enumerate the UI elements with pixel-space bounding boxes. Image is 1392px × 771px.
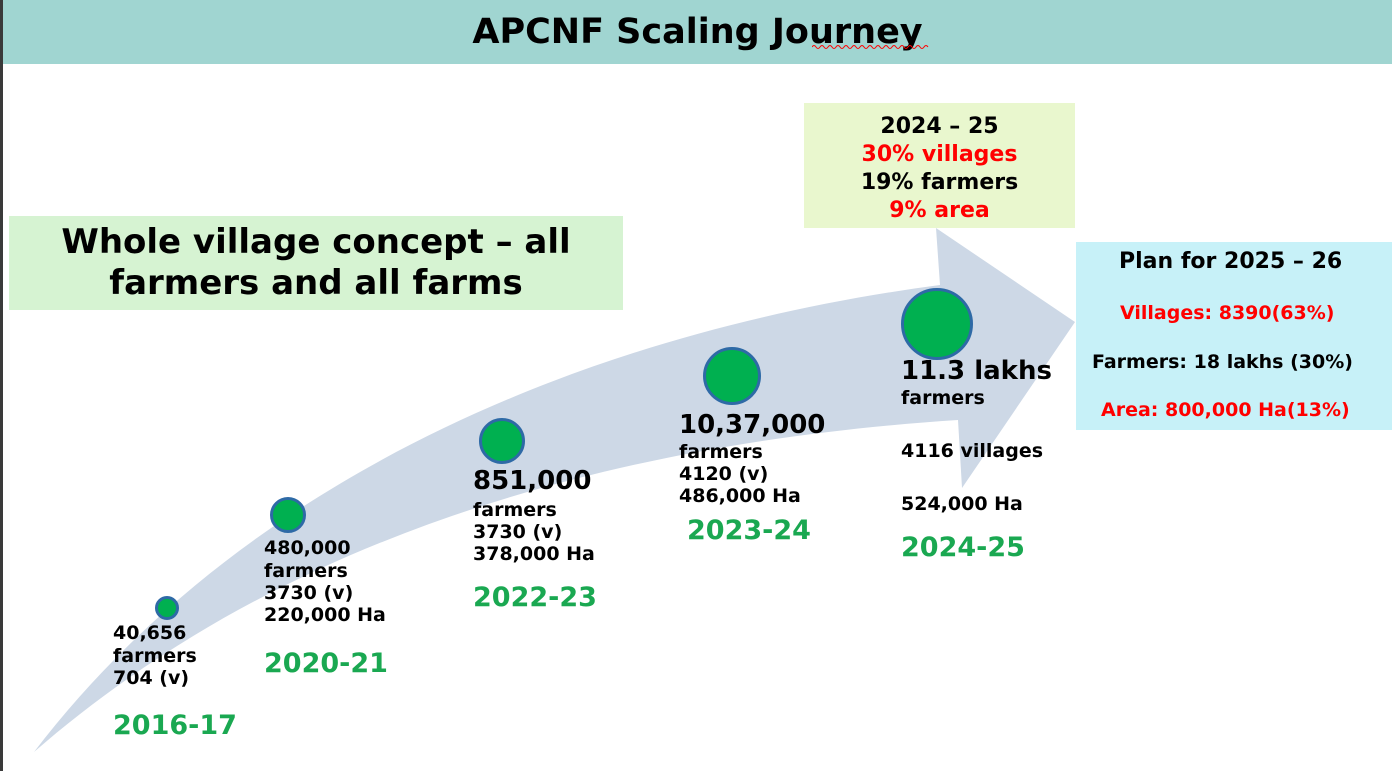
milestone-unit: farmers [473, 499, 557, 521]
milestone-villages: 3730 (v) [264, 582, 354, 604]
milestone-year: 2020-21 [264, 648, 388, 679]
milestone-area: 524,000 Ha [901, 493, 1023, 515]
summary-area: 9% area [889, 198, 990, 223]
milestone-count: 11.3 lakhs [901, 356, 1052, 386]
plan-area: Area: 800,000 Ha(13%) [1101, 399, 1350, 421]
milestone-unit: farmers [901, 387, 985, 409]
milestone-area: 378,000 Ha [473, 543, 595, 565]
milestone-count: 40,656 [113, 622, 187, 644]
milestone-unit: farmers [264, 560, 348, 582]
milestone-year: 2016-17 [113, 710, 237, 741]
milestone-year: 2022-23 [473, 582, 597, 613]
summary-year: 2024 – 25 [880, 114, 999, 139]
summary-villages: 30% villages [861, 142, 1018, 167]
milestone-villages: 4120 (v) [679, 463, 769, 485]
milestone-dot-2016-17 [155, 596, 179, 620]
milestone-villages: 4116 villages [901, 440, 1044, 462]
left-edge-rule [0, 0, 3, 771]
plan-farmers: Farmers: 18 lakhs (30%) [1092, 351, 1353, 373]
plan-callout: Plan for 2025 – 26 Villages: 8390(63%) F… [1076, 242, 1392, 430]
milestone-unit: farmers [679, 441, 763, 463]
milestone-count: 480,000 [264, 537, 351, 559]
milestone-area: 220,000 Ha [264, 604, 386, 626]
milestone-dot-2020-21 [270, 497, 306, 533]
concept-text: Whole village concept – all farmers and … [61, 222, 571, 303]
milestone-dot-2023-24 [703, 347, 761, 405]
plan-title: Plan for 2025 – 26 [1119, 249, 1343, 274]
page-title: APCNF Scaling Journey [472, 12, 923, 52]
milestone-villages: 704 (v) [113, 667, 190, 689]
concept-callout: Whole village concept – all farmers and … [9, 216, 623, 310]
milestone-dot-2024-25 [901, 288, 973, 360]
title-bar: APCNF Scaling Journey [3, 0, 1392, 64]
milestone-villages: 3730 (v) [473, 521, 563, 543]
milestone-unit: farmers [113, 645, 197, 667]
spellcheck-underline [812, 45, 929, 49]
milestone-dot-2022-23 [479, 418, 525, 464]
milestone-year: 2023-24 [687, 515, 811, 546]
milestone-count: 851,000 [473, 466, 592, 496]
milestone-count: 10,37,000 [679, 410, 826, 440]
summary-callout: 2024 – 25 30% villages 19% farmers 9% ar… [804, 103, 1075, 228]
plan-villages: Villages: 8390(63%) [1120, 302, 1335, 324]
milestone-area: 486,000 Ha [679, 485, 801, 507]
milestone-year: 2024-25 [901, 532, 1025, 563]
summary-farmers: 19% farmers [860, 170, 1019, 195]
